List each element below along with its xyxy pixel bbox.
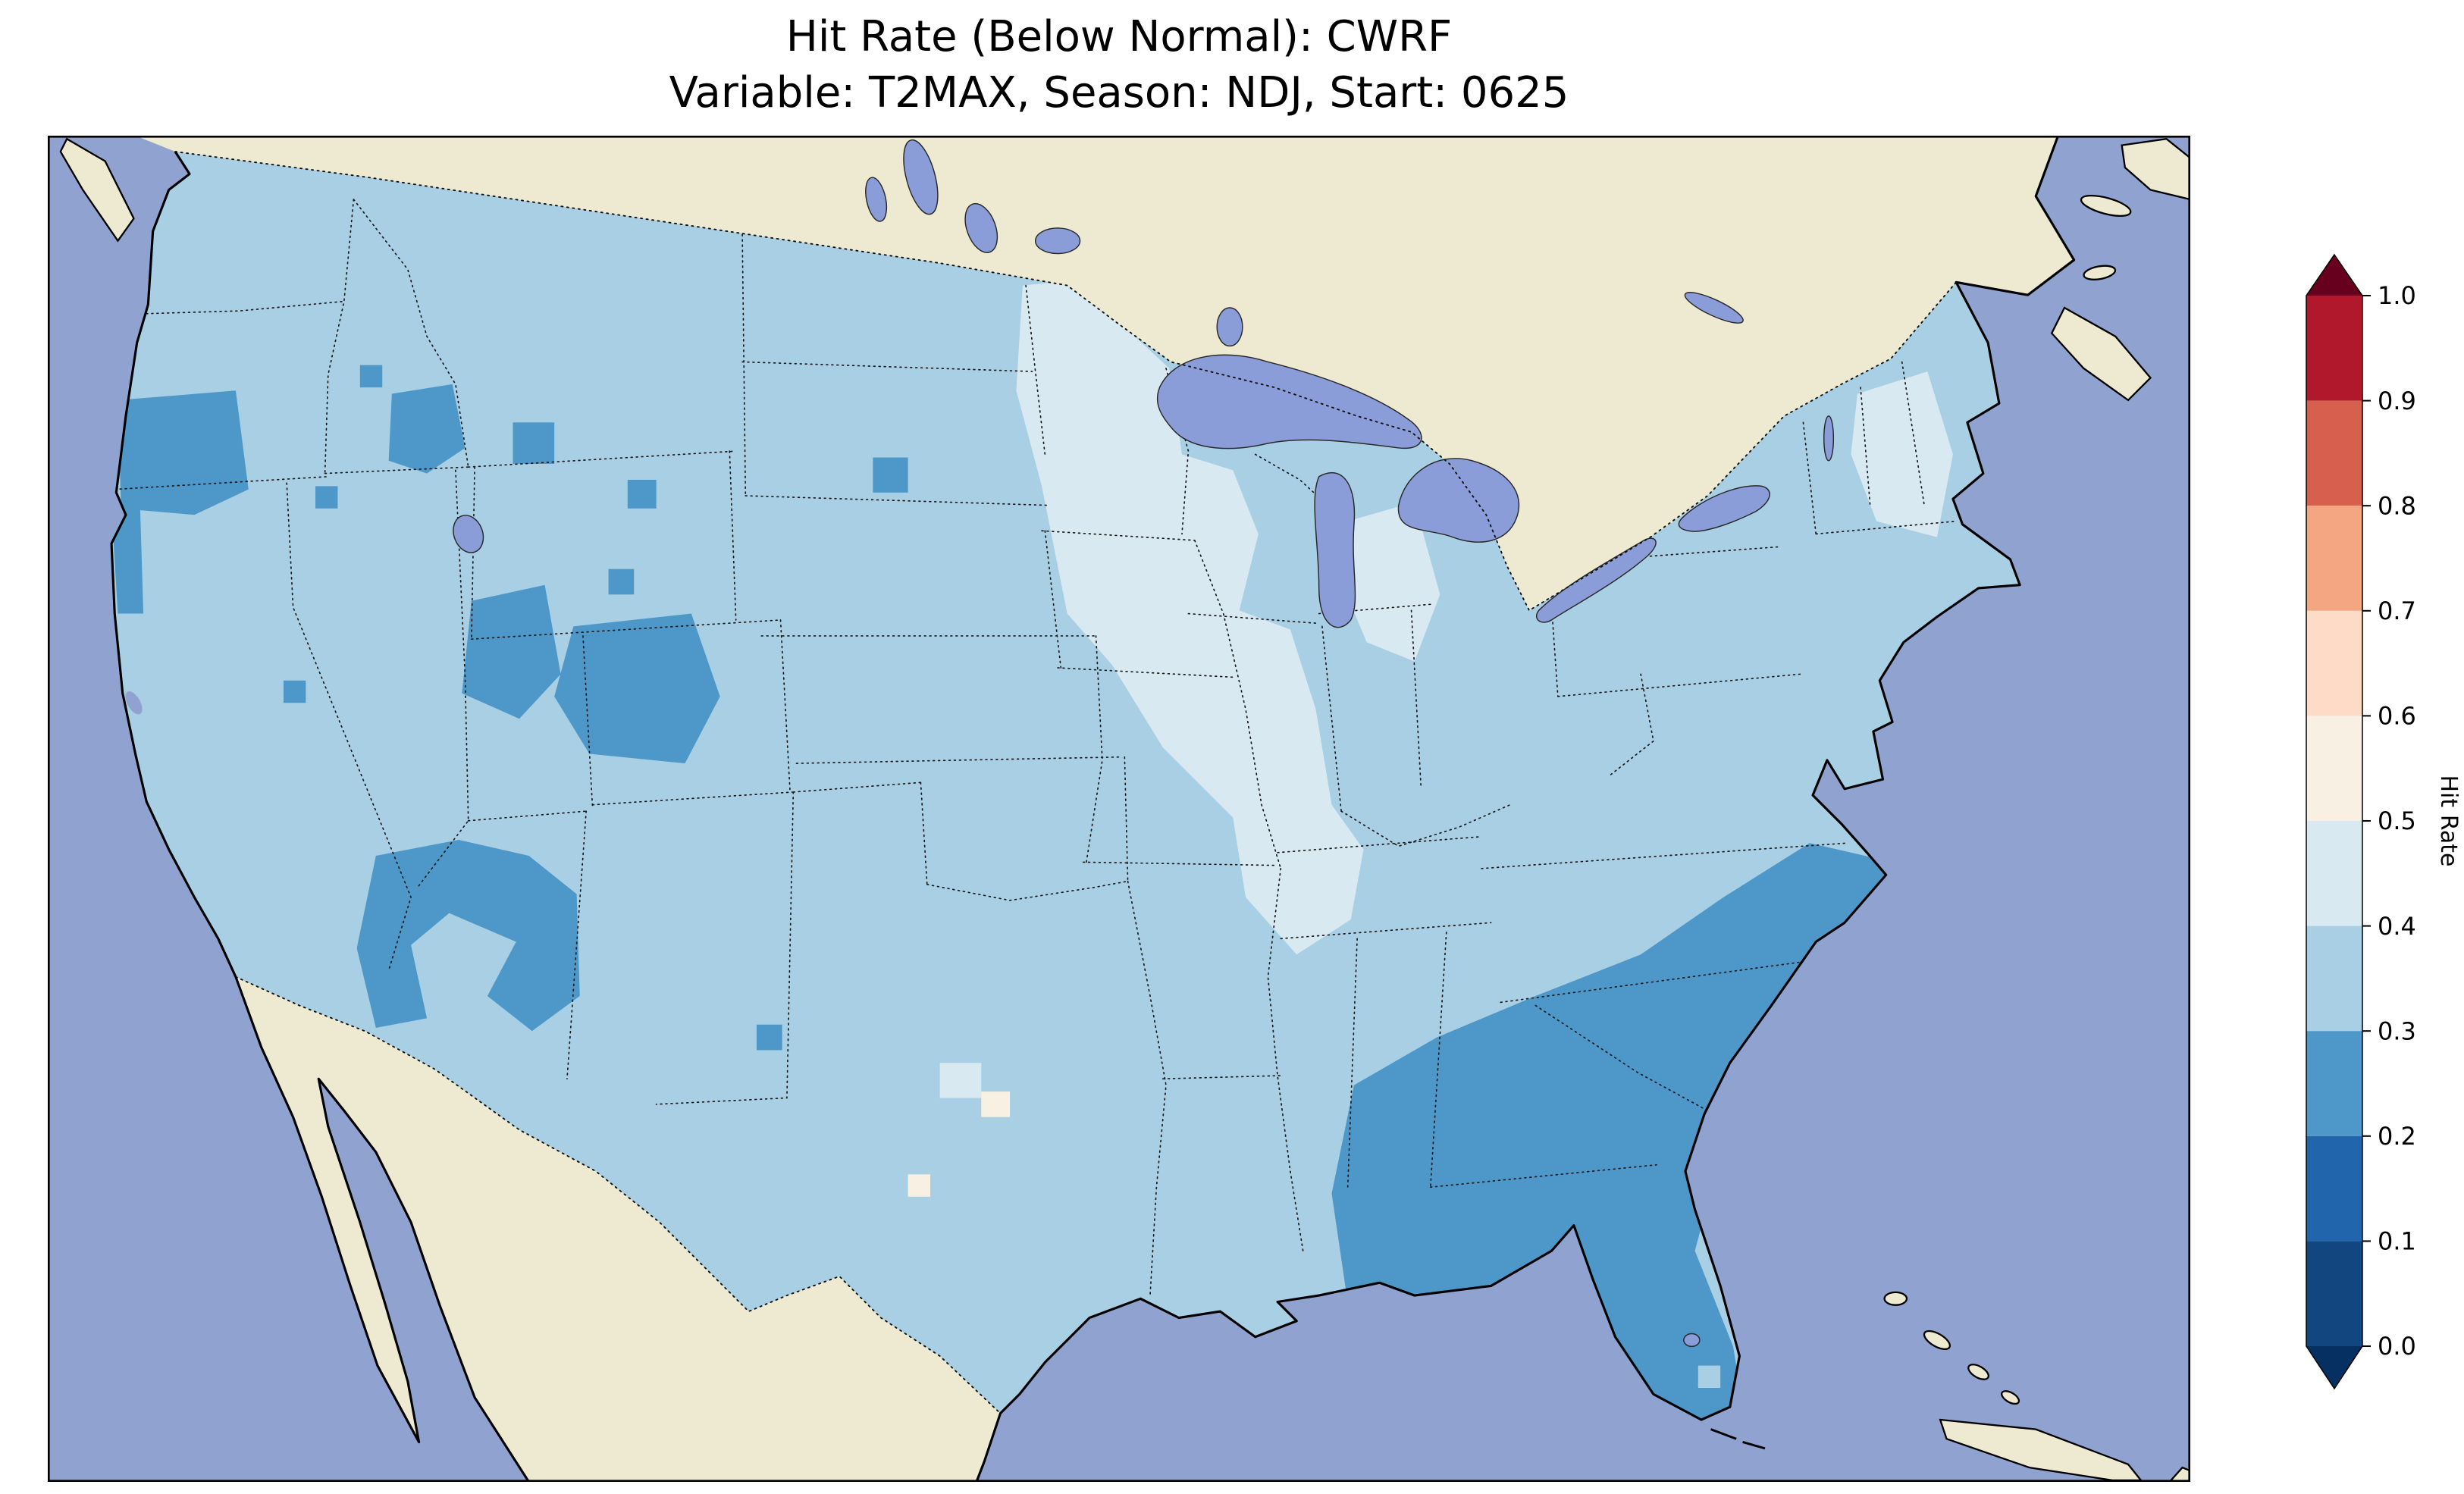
- patch-oklahoma-pale: [939, 1063, 982, 1098]
- colorbar-segment: [2306, 926, 2362, 1032]
- patch-idaho-spot: [359, 365, 383, 388]
- lake-canada-1: [964, 202, 998, 253]
- colorbar-tick-label: 0.2: [2378, 1122, 2416, 1151]
- patch-norcal-coast: [111, 508, 144, 614]
- colorbar-tick-label: 0.3: [2378, 1016, 2416, 1045]
- colorbar-tick-label: 0.4: [2378, 912, 2416, 941]
- bahamas-island-3: [1967, 1364, 1989, 1380]
- map-axes: [48, 136, 2190, 1482]
- coastline-gulf-atlantic: [975, 136, 2076, 1482]
- colorbar-extend-max: [2306, 255, 2362, 296]
- lake-erie: [1535, 537, 1657, 623]
- patch-upper-midwest: [1016, 279, 1364, 955]
- axes-frame: [48, 136, 2190, 1482]
- canada-border: [174, 151, 1958, 612]
- lake-okeechobee: [1683, 1333, 1701, 1348]
- patch-arizona-new-mexico: [356, 839, 580, 1032]
- patch-south-dakota: [873, 457, 908, 493]
- patch-oklahoma-white-2: [908, 1174, 931, 1197]
- patch-utah: [462, 584, 561, 719]
- colorbar-tick-label: 0.6: [2378, 702, 2416, 731]
- colorbar-segment: [2306, 821, 2362, 926]
- colorbar-ticks: [2362, 295, 2371, 1347]
- colorbar-segment: [2306, 506, 2362, 611]
- patch-idaho: [388, 384, 466, 474]
- colorbar-svg: 1.0 0.9 0.8 0.7 0.6 0.5 0.4 0.3 0.2 0.1 …: [2306, 253, 2462, 1390]
- map-svg: [48, 136, 2190, 1482]
- colorbar-tick-labels: 1.0 0.9 0.8 0.7 0.6 0.5 0.4 0.3 0.2 0.1 …: [2378, 281, 2416, 1361]
- patch-montana: [513, 422, 555, 464]
- colorbar-segment: [2306, 400, 2362, 506]
- ottawa-river: [1684, 292, 1744, 324]
- patch-colorado: [554, 613, 720, 764]
- nova-scotia: [2050, 306, 2152, 402]
- state-borders: [114, 199, 1957, 1296]
- mexico-border: [234, 976, 1002, 1414]
- colorbar-segment: [2306, 296, 2362, 401]
- colorbar-segment: [2306, 1135, 2362, 1242]
- patch-west-texas: [756, 1024, 782, 1051]
- san-francisco-bay: [125, 691, 143, 715]
- colorbar-tick-label: 0.9: [2378, 387, 2416, 415]
- bahamas-island-1: [1883, 1291, 1908, 1306]
- lake-champlain: [1823, 415, 1835, 462]
- anticosti-island: [2080, 194, 2132, 218]
- patch-nevada-spot: [315, 486, 338, 509]
- patch-oregon: [118, 390, 249, 515]
- lake-ontario: [1678, 485, 1770, 532]
- lake-of-the-woods: [1034, 227, 1081, 255]
- lake-manitoba: [865, 177, 888, 222]
- colorbar-extend-min: [2306, 1346, 2362, 1389]
- lake-nipigon: [1216, 307, 1243, 347]
- chart-title-line2: Variable: T2MAX, Season: NDJ, Start: 062…: [669, 67, 1569, 117]
- colorbar: 1.0 0.9 0.8 0.7 0.6 0.5 0.4 0.3 0.2 0.1 …: [2287, 243, 2464, 1425]
- colorbar-segment: [2306, 716, 2362, 821]
- patch-new-england: [1851, 371, 1953, 537]
- bahamas-island-4: [2001, 1390, 2020, 1405]
- colorbar-axis-label: Hit Rate: [2435, 775, 2462, 867]
- bahamas-island-2: [1923, 1330, 1951, 1351]
- chart-title-line1: Hit Rate (Below Normal): CWRF: [785, 12, 1453, 61]
- chart-title: Hit Rate (Below Normal): CWRF Variable: …: [48, 9, 2190, 121]
- colorbar-segment: [2306, 1031, 2362, 1136]
- great-salt-lake: [453, 515, 484, 553]
- lake-michigan: [1314, 472, 1356, 628]
- colorbar-tick-label: 1.0: [2378, 281, 2416, 310]
- patch-oklahoma-white: [981, 1092, 1011, 1117]
- prince-edward-island: [2083, 265, 2117, 280]
- coastline-pacific-mexico: [110, 151, 530, 1482]
- colorbar-tick-label: 0.0: [2378, 1332, 2416, 1361]
- lake-superior: [1156, 354, 1422, 449]
- patch-tahoe-spot: [283, 680, 306, 703]
- colorbar-tick-label: 0.1: [2378, 1227, 2416, 1256]
- florida-keys: [1710, 1428, 1766, 1450]
- colorbar-tick-label: 0.5: [2378, 807, 2416, 835]
- vancouver-island: [59, 137, 135, 243]
- colorbar-tick-label: 0.8: [2378, 491, 2416, 520]
- colorbar-segment: [2306, 1241, 2362, 1346]
- colorbar-tick-label: 0.7: [2378, 597, 2416, 625]
- patch-wyoming: [627, 479, 657, 509]
- patch-wyoming-2: [608, 568, 635, 595]
- colorbar-segment: [2306, 610, 2362, 716]
- patch-florida-tip-light: [1698, 1365, 1721, 1388]
- lake-winnipeg: [903, 139, 939, 215]
- islands: [59, 137, 2190, 1482]
- patch-lower-michigan: [1341, 502, 1440, 662]
